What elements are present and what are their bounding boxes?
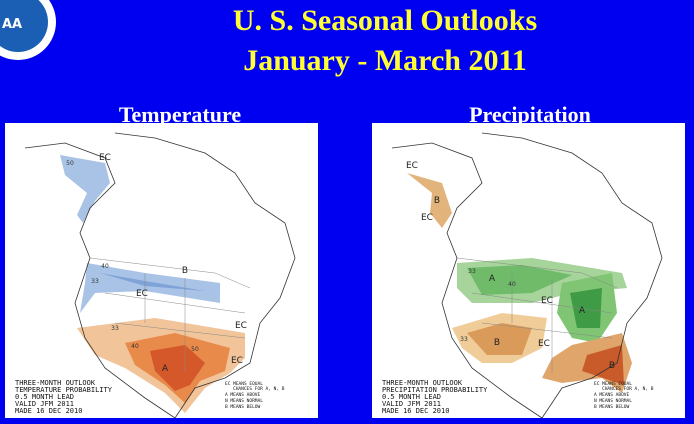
key: A MEANS ABOVE — [594, 392, 630, 398]
contour-label: 33 — [468, 268, 476, 275]
map-label: EC — [421, 213, 433, 223]
map-label: EC — [235, 321, 247, 331]
map-label: B — [434, 196, 440, 206]
key: B MEANS BELOW — [225, 404, 261, 410]
map-label: B — [182, 266, 188, 276]
caption: THREE-MONTH OUTLOOK — [15, 379, 96, 387]
map-label: A — [489, 274, 496, 284]
key: N MEANS NORMAL — [225, 398, 263, 404]
title-line-1: U. S. Seasonal Outlooks — [233, 4, 537, 37]
title-line-2: January - March 2011 — [243, 44, 527, 77]
map-label: EC — [99, 153, 111, 163]
key: CHANCES FOR A, N, B — [233, 386, 285, 392]
logo: AA — [0, 0, 56, 60]
contour-label: 50 — [66, 160, 74, 167]
caption: 0.5 MONTH LEAD — [382, 393, 441, 401]
contour-label: 33 — [111, 325, 119, 332]
key: B MEANS BELOW — [594, 404, 630, 410]
contour-label: 40 — [101, 263, 109, 270]
precipitation-panel: EC EC EC EC A A B B B 33 40 33 THREE-MON… — [372, 123, 685, 419]
caption: 0.5 MONTH LEAD — [15, 393, 74, 401]
contour-label: 33 — [91, 278, 99, 285]
caption: THREE-MONTH OUTLOOK — [382, 379, 463, 387]
key: CHANCES FOR A, N, B — [602, 386, 654, 392]
map-label: EC — [541, 296, 553, 306]
contour-label: 40 — [131, 343, 139, 350]
caption: PRECIPITATION PROBABILITY — [382, 386, 488, 394]
contour-label: 40 — [508, 281, 516, 288]
caption: MADE 16 DEC 2010 — [382, 407, 449, 415]
map-label: EC — [538, 339, 550, 349]
contour-label: 33 — [460, 336, 468, 343]
map-label: B — [609, 361, 615, 371]
contour-label: 50 — [191, 346, 199, 353]
caption: MADE 16 DEC 2010 — [15, 407, 82, 415]
key: EC MEANS EQUAL — [594, 381, 632, 387]
map-label: A — [579, 306, 586, 316]
map-label: A — [162, 364, 169, 374]
map-label: B — [494, 338, 500, 348]
logo-text: AA — [2, 17, 22, 32]
temperature-panel: EC EC EC EC A B 50 40 33 33 40 50 THREE-… — [5, 123, 318, 419]
map-label: EC — [406, 161, 418, 171]
panel-heading: Precipitation — [469, 102, 591, 127]
caption: VALID JFM 2011 — [382, 400, 441, 408]
panel-heading: Temperature — [119, 102, 241, 127]
map-label: EC — [136, 289, 148, 299]
key: A MEANS ABOVE — [225, 392, 261, 398]
key: N MEANS NORMAL — [594, 398, 632, 404]
caption: VALID JFM 2011 — [15, 400, 74, 408]
map-label: EC — [231, 356, 243, 366]
key: EC MEANS EQUAL — [225, 381, 263, 387]
caption: TEMPERATURE PROBABILITY — [15, 386, 113, 394]
